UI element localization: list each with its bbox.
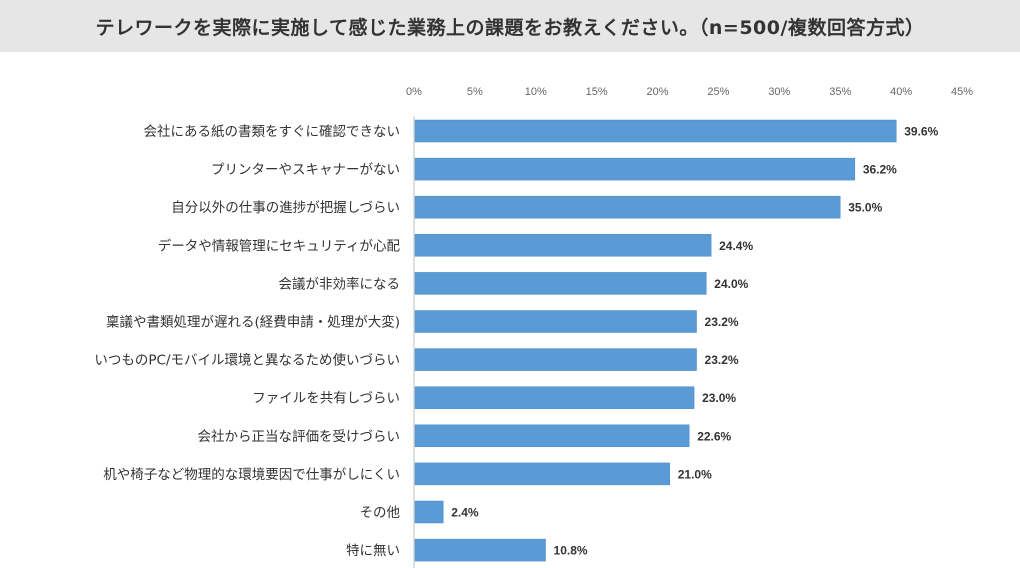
bar — [414, 462, 670, 486]
title-band: テレワークを実際に実施して感じた業務上の課題をお教えください。（n=500/複数… — [0, 0, 1020, 52]
category-label: いつものPC/モバイル環境と異なるため使いづらい — [94, 352, 400, 369]
bar — [414, 386, 695, 409]
data-label: 21.0% — [678, 467, 712, 481]
x-tick-label: 10% — [525, 86, 547, 98]
data-label: 24.0% — [714, 277, 748, 291]
category-label: プリンターやスキャナーがない — [211, 162, 400, 178]
data-label: 23.0% — [702, 391, 736, 405]
x-tick-label: 45% — [951, 86, 973, 98]
x-tick-label: 0% — [406, 86, 422, 98]
category-label: 特に無い — [346, 543, 400, 559]
x-tick-label: 35% — [829, 86, 851, 98]
x-tick-label: 40% — [890, 86, 912, 98]
category-label: 会議が非効率になる — [279, 275, 401, 292]
bar — [414, 234, 712, 257]
bar — [414, 119, 897, 143]
x-tick-label: 30% — [768, 86, 790, 98]
bar — [414, 348, 697, 371]
x-tick-label: 20% — [647, 86, 669, 98]
bar — [414, 272, 707, 295]
data-label: 39.6% — [904, 125, 938, 139]
category-label: ファイルを共有しづらい — [252, 391, 400, 407]
data-label: 23.2% — [705, 315, 739, 329]
category-label: 稟議や書類処理が遅れる(経費申請・処理が大変) — [106, 314, 400, 331]
data-label: 2.4% — [451, 506, 479, 520]
chart-title: テレワークを実際に実施して感じた業務上の課題をお教えください。（n=500/複数… — [95, 16, 925, 39]
bar — [414, 538, 546, 562]
data-label: 22.6% — [697, 429, 731, 443]
category-label: 会社から正当な評価を受けづらい — [198, 429, 401, 445]
bar — [414, 424, 690, 448]
data-label: 24.4% — [719, 239, 753, 253]
data-label: 36.2% — [863, 163, 897, 177]
bar — [414, 195, 841, 219]
x-tick-label: 15% — [586, 86, 608, 98]
category-label: その他 — [360, 505, 401, 521]
bar — [414, 500, 444, 524]
category-label: 会社にある紙の書類をすぐに確認できない — [144, 124, 401, 140]
x-tick-label: 25% — [707, 86, 729, 98]
category-label: 机や椅子など物理的な環境要因で仕事がしにくい — [103, 467, 400, 483]
category-label: データや情報管理にセキュリティが心配 — [158, 237, 401, 254]
bar — [414, 157, 856, 181]
data-label: 10.8% — [554, 544, 588, 558]
x-tick-label: 5% — [467, 86, 483, 98]
data-label: 35.0% — [848, 201, 882, 215]
bar — [414, 310, 697, 333]
category-label: 自分以外の仕事の進捗が把握しづらい — [171, 200, 400, 216]
data-label: 23.2% — [705, 353, 739, 367]
